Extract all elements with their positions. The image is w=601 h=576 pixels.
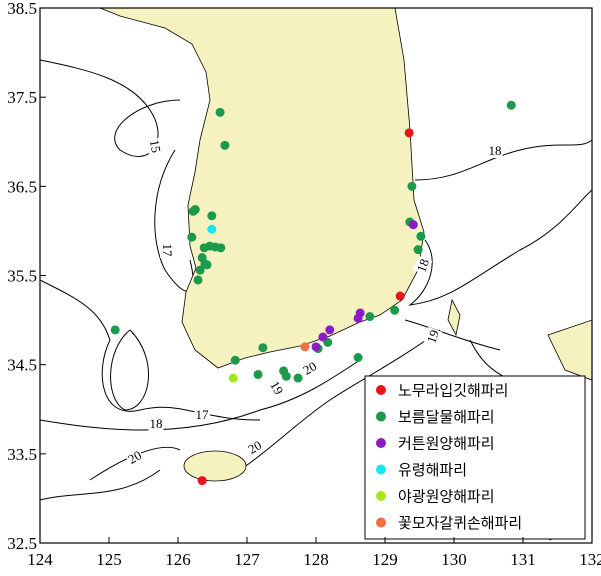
data-point: [207, 211, 217, 221]
contour-line: [154, 149, 194, 292]
y-tick-label: 36.5: [7, 177, 37, 196]
japan-coast: [547, 319, 593, 381]
legend-marker: [376, 464, 386, 475]
data-point: [506, 100, 516, 110]
x-tick-label: 124: [27, 550, 53, 569]
data-point: [110, 325, 120, 335]
data-point: [416, 231, 426, 241]
x-tick-label: 132: [579, 550, 601, 569]
contour-label: 15: [147, 139, 164, 154]
data-point: [293, 373, 303, 383]
data-point: [365, 312, 375, 322]
data-point: [215, 107, 225, 117]
contour-label: 18: [150, 416, 163, 431]
data-point: [318, 332, 328, 342]
data-point: [195, 265, 205, 275]
contour-label-bg: [124, 446, 145, 468]
x-tick-label: 129: [372, 550, 398, 569]
legend-marker: [376, 517, 386, 528]
data-point: [216, 243, 226, 253]
data-point: [220, 140, 230, 150]
data-point: [187, 232, 197, 242]
x-tick-label: 125: [96, 550, 122, 569]
contour-label-bg: [299, 357, 320, 379]
data-point: [325, 325, 335, 335]
legend: 노무라입깃해파리보름달물해파리커튼원양해파리유령해파리야광원양해파리꽃모자갈퀴손…: [364, 375, 586, 540]
contour-line: [408, 189, 593, 306]
data-point: [193, 275, 203, 285]
contour-label: 20: [245, 437, 264, 456]
contour-label-bg: [160, 242, 175, 258]
legend-label: 유령해파리: [398, 461, 467, 479]
contour-label-bg: [244, 436, 265, 458]
y-tick-label: 38.5: [7, 0, 37, 18]
contour-line: [39, 359, 361, 431]
data-point: [353, 313, 363, 323]
contour-label: 17: [160, 244, 175, 258]
y-tick-label: 35.5: [7, 267, 37, 286]
x-tick-label: 130: [441, 550, 467, 569]
legend-label: 야광원양해파리: [398, 488, 495, 506]
y-tick-label: 32.5: [7, 534, 37, 553]
jeju-island: [183, 450, 247, 482]
y-tick-label: 34.5: [7, 356, 37, 375]
contour-label-bg: [413, 255, 433, 276]
data-point: [228, 373, 238, 383]
tsushima: [447, 298, 461, 337]
contour-label-bg: [148, 416, 164, 431]
x-tick-label: 131: [510, 550, 536, 569]
data-point: [202, 260, 212, 270]
contour-label: 18: [414, 257, 433, 274]
data-point: [258, 343, 268, 353]
y-tick-label: 37.5: [7, 88, 37, 107]
data-point: [407, 181, 417, 191]
legend-marker: [376, 411, 386, 422]
legend-marker: [376, 491, 386, 501]
legend-label: 노무라입깃해파리: [398, 382, 508, 400]
contour-label: 20: [300, 358, 319, 377]
contour-label: 19: [267, 378, 286, 397]
data-point: [408, 220, 418, 230]
data-point: [207, 224, 217, 234]
y-tick-label: 33.5: [7, 445, 37, 464]
x-tick-label: 126: [165, 550, 191, 569]
x-tick-label: 127: [234, 550, 260, 569]
contour-line: [39, 319, 501, 501]
legend-marker: [376, 438, 386, 448]
data-point: [395, 291, 405, 301]
contour-label: 18: [489, 143, 502, 158]
contour-line: [110, 329, 149, 411]
data-point: [413, 245, 423, 255]
contour-label-bg: [487, 143, 503, 158]
data-point: [188, 206, 198, 216]
data-point: [279, 366, 289, 376]
contour-label: 20: [125, 447, 144, 466]
contour-label-bg: [266, 377, 288, 398]
legend-label: 꽃모자갈퀴손해파리: [398, 514, 522, 532]
legend-box: [364, 375, 586, 540]
legend-marker: [376, 385, 386, 395]
data-point: [197, 476, 207, 486]
legend-label: 보름달물해파리: [398, 408, 495, 426]
contour-label-bg: [423, 326, 443, 347]
data-point: [311, 342, 321, 352]
contour-label-bg: [146, 137, 165, 155]
contour-label: 17: [196, 407, 210, 422]
contour-line: [414, 139, 593, 181]
contour-label: 19: [424, 328, 443, 345]
legend-label: 커튼원양해파리: [398, 435, 495, 453]
korean-peninsula: [99, 7, 425, 369]
contour-label-bg: [194, 407, 210, 422]
x-tick-label: 128: [303, 550, 329, 569]
data-point: [390, 305, 400, 315]
data-point: [300, 342, 310, 352]
data-point: [353, 353, 363, 363]
data-point: [404, 128, 414, 138]
data-point: [253, 369, 263, 379]
data-point: [230, 355, 240, 365]
